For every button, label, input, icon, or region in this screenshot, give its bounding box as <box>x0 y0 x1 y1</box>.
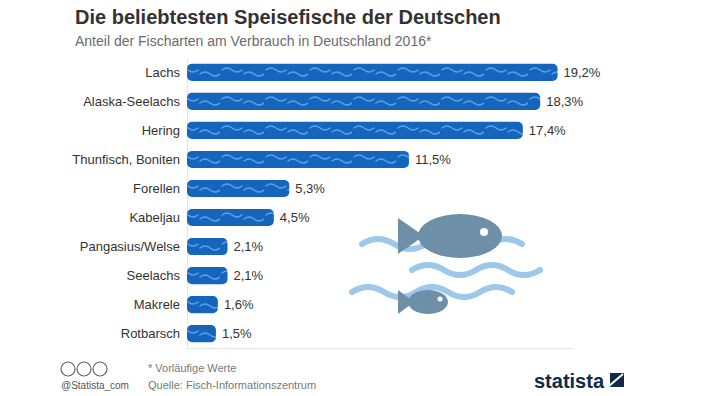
data-label: 19,2% <box>564 65 601 80</box>
fish-body <box>408 290 448 314</box>
bar <box>187 325 216 342</box>
bar <box>187 267 228 284</box>
data-label: 1,6% <box>224 297 254 312</box>
category-tick: Makrele <box>134 297 187 312</box>
data-label: 4,5% <box>280 210 310 225</box>
footer: @Statista_com * Vorläufige Werte Quelle: F… <box>61 362 625 392</box>
category-tick: Pangasius/Welse <box>80 239 187 254</box>
data-label: 2,1% <box>234 268 264 283</box>
value-axis <box>188 348 574 349</box>
footnote: * Vorläufige Werte <box>148 362 236 374</box>
bars <box>187 64 558 342</box>
category-label: Alaska-Seelachs <box>83 94 180 109</box>
data-label: 11,5% <box>415 152 451 167</box>
category-label: Hering <box>142 123 180 138</box>
data-label: 2,1% <box>234 239 264 254</box>
category-label: Makrele <box>134 297 180 312</box>
wave <box>412 265 540 275</box>
logo-mark <box>609 372 625 388</box>
data-label: 5,3% <box>295 181 325 196</box>
credit: @Statista_com <box>61 380 129 391</box>
category-label: Thunfisch, Boniten <box>72 152 180 167</box>
category-tick: Rotbarsch <box>121 326 187 341</box>
category-label: Kabeljau <box>129 210 180 225</box>
source: Quelle: Fisch-Informationszentrum <box>148 379 316 391</box>
category-tick: Thunfisch, Boniten <box>72 152 187 167</box>
data-label: 18,3% <box>546 94 583 109</box>
bar <box>187 180 289 197</box>
bar <box>187 209 274 226</box>
title: Die beliebtesten Speisefische der Deutsc… <box>75 6 501 28</box>
fish-eye <box>438 297 443 302</box>
bar <box>187 122 523 139</box>
logo: statista <box>534 370 605 392</box>
fish-body <box>418 214 502 258</box>
license-icon <box>61 362 75 376</box>
category-tick: Seelachs <box>127 268 187 283</box>
bar <box>187 238 228 255</box>
fish-decoration <box>352 214 540 314</box>
category-label: Pangasius/Welse <box>80 239 180 254</box>
bar <box>187 93 540 110</box>
category-label: Forellen <box>133 181 180 196</box>
bar <box>187 64 558 81</box>
license-icon <box>93 362 107 376</box>
bar <box>187 151 409 168</box>
fish-eye <box>480 228 488 236</box>
data-labels: 19,2% 18,3% 17,4% 11,5% 5,3% 4,5% 2,1% 2,1% 1,6%… <box>222 65 601 341</box>
category-axis: Lachs Alaska-Seelachs Hering Thunfisch, Bon… <box>72 59 187 349</box>
subtitle: Anteil der Fischarten am Verbrauch in De… <box>75 33 432 49</box>
category-tick: Lachs <box>145 65 187 80</box>
value-axis-line <box>188 348 574 349</box>
category-tick: Hering <box>142 123 187 138</box>
category-tick: Kabeljau <box>129 210 187 225</box>
chart-svg: Die beliebtesten Speisefische der Deutsc… <box>0 0 703 396</box>
chart-container: Die beliebtesten Speisefische der Deutsc… <box>0 0 703 396</box>
category-tick: Forellen <box>133 181 187 196</box>
category-label: Rotbarsch <box>121 326 180 341</box>
category-tick: Alaska-Seelachs <box>83 94 187 109</box>
license-icon <box>77 362 91 376</box>
category-label: Lachs <box>145 65 180 80</box>
bar <box>187 296 218 313</box>
data-label: 17,4% <box>529 123 566 138</box>
data-label: 1,5% <box>222 326 252 341</box>
category-label: Seelachs <box>127 268 181 283</box>
